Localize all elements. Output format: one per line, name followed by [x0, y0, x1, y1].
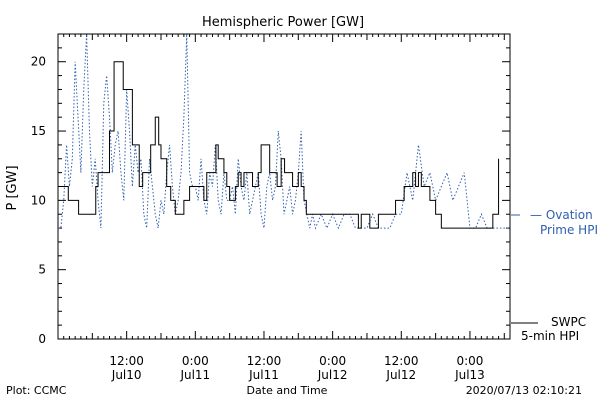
footer-plot-label: Plot: CCMC — [6, 384, 67, 397]
y-tick-label: 0 — [38, 332, 46, 346]
x-tick-time-label: 0:00 — [456, 354, 483, 368]
legend-swpc-line-1: SWPC — [551, 315, 586, 329]
legend-ovation-line-1: — Ovation — [530, 208, 593, 222]
x-tick-date-label: Jul11 — [248, 368, 279, 382]
y-axis-label: P [GW] — [5, 165, 20, 210]
y-tick-label: 10 — [31, 193, 46, 207]
x-tick-date-label: Jul12 — [317, 368, 348, 382]
x-tick-date-label: Jul13 — [454, 368, 485, 382]
footer-timestamp: 2020/07/13 02:10:21 — [466, 384, 582, 397]
x-tick-time-label: 12:00 — [384, 354, 419, 368]
x-tick-date-label: Jul11 — [179, 368, 210, 382]
chart-title: Hemispheric Power [GW] — [202, 15, 364, 30]
y-tick-label: 5 — [38, 263, 46, 277]
series-swpc-5min-hpi — [58, 61, 500, 229]
x-tick-time-label: 12:00 — [109, 354, 144, 368]
legend-ovation-prime: — Ovation Prime HPI — [511, 208, 598, 237]
x-tick-time-label: 12:00 — [247, 354, 282, 368]
series-line-ovation — [58, 33, 510, 230]
legend-swpc-line-2: 5-min HPI — [521, 329, 579, 343]
legend-swpc: SWPC 5-min HPI — [511, 315, 586, 343]
x-tick-time-label: 0:00 — [319, 354, 346, 368]
x-tick-date-label: Jul10 — [111, 368, 142, 382]
y-tick-label: 15 — [31, 124, 46, 138]
x-tick-time-label: 0:00 — [182, 354, 209, 368]
series-line-swpc — [58, 61, 500, 229]
y-tick-label: 20 — [31, 55, 46, 69]
x-tick-date-label: Jul12 — [385, 368, 416, 382]
footer-x-caption: Date and Time — [247, 384, 328, 397]
plot-frame — [57, 33, 511, 340]
x-axis: 12:00Jul100:00Jul1112:00Jul110:00Jul1212… — [57, 34, 511, 382]
series-ovation-prime-hpi — [58, 33, 510, 230]
y-axis: 0 5 10 15 20 — [31, 33, 510, 346]
legend-ovation-line-2: Prime HPI — [540, 223, 598, 237]
